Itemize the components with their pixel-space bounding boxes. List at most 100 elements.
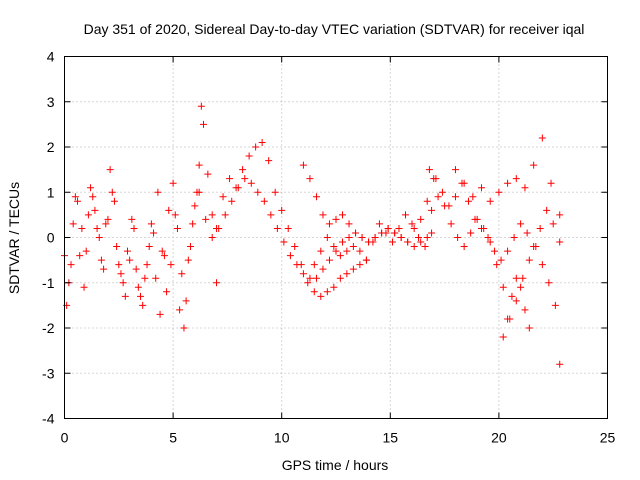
data-point <box>97 256 105 264</box>
series-track-b <box>63 102 205 332</box>
data-point <box>512 175 520 183</box>
data-point <box>310 261 318 269</box>
x-tick-label: 25 <box>600 430 616 446</box>
series-track-j <box>499 274 533 341</box>
data-point <box>304 279 312 287</box>
data-point <box>545 279 553 287</box>
data-point <box>345 220 353 228</box>
data-point <box>182 297 190 305</box>
data-point <box>134 283 142 291</box>
data-point <box>425 166 433 174</box>
data-point <box>108 188 116 196</box>
data-point <box>258 138 266 146</box>
data-point <box>278 206 286 214</box>
data-point <box>525 256 533 264</box>
data-point <box>434 193 442 201</box>
x-tick-label: 15 <box>383 430 399 446</box>
data-point <box>454 234 462 241</box>
data-point <box>323 288 331 296</box>
data-point <box>504 315 512 323</box>
data-point <box>428 206 436 214</box>
data-point <box>186 243 194 251</box>
data-point <box>438 188 446 196</box>
data-point <box>473 215 481 223</box>
data-point <box>428 229 436 237</box>
data-point <box>306 274 314 282</box>
data-point <box>74 197 82 205</box>
data-point <box>323 234 331 241</box>
data-point <box>291 243 299 251</box>
series-track-e <box>299 161 431 251</box>
data-point <box>330 283 338 291</box>
data-point <box>232 184 240 192</box>
data-point <box>317 247 325 255</box>
data-point <box>310 288 318 296</box>
data-point <box>423 234 431 241</box>
data-point <box>171 211 179 219</box>
data-point <box>491 247 499 255</box>
data-point <box>343 247 351 255</box>
data-point <box>391 229 399 237</box>
data-point <box>152 274 160 282</box>
data-point <box>89 193 97 201</box>
chart-title: Day 351 of 2020, Sidereal Day-to-day VTE… <box>84 21 585 37</box>
data-point <box>226 175 234 183</box>
data-point <box>371 234 379 241</box>
data-point <box>343 270 351 278</box>
data-point <box>208 211 216 219</box>
data-point <box>336 252 344 260</box>
data-point <box>184 256 192 264</box>
data-point <box>486 238 494 246</box>
data-point <box>395 224 403 232</box>
data-point <box>204 170 212 178</box>
data-point <box>547 179 555 187</box>
data-point <box>384 224 392 232</box>
data-point <box>137 292 145 300</box>
data-point <box>497 256 505 264</box>
data-point <box>195 188 203 196</box>
series-track-f <box>310 211 436 269</box>
data-point <box>113 243 121 251</box>
data-point <box>91 206 99 214</box>
data-point <box>339 211 347 219</box>
data-point <box>156 310 164 318</box>
data-point <box>247 179 255 187</box>
data-point <box>523 229 531 237</box>
y-axis-label: SDTVAR / TECUs <box>6 182 22 294</box>
data-point <box>317 292 325 300</box>
data-point <box>173 224 181 232</box>
data-point <box>339 238 347 246</box>
data-point <box>404 238 412 246</box>
data-point <box>417 238 425 246</box>
series-track-i <box>451 134 564 219</box>
data-point <box>219 193 227 201</box>
data-point <box>356 261 364 269</box>
data-point <box>504 179 512 187</box>
data-point <box>87 184 95 192</box>
data-points <box>61 102 564 368</box>
grid <box>64 56 608 419</box>
data-point <box>163 288 171 296</box>
data-point <box>126 256 134 264</box>
x-tick-label: 0 <box>61 430 69 446</box>
data-point <box>375 220 383 228</box>
y-tick-label: -3 <box>42 365 55 381</box>
data-point <box>358 234 366 241</box>
data-point <box>245 152 253 160</box>
data-point <box>451 166 459 174</box>
data-point <box>271 188 279 196</box>
data-point <box>180 324 188 332</box>
data-point <box>273 224 281 232</box>
y-tick-label: 1 <box>47 184 55 200</box>
data-point <box>538 261 546 269</box>
data-point <box>254 188 262 196</box>
data-point <box>319 265 327 273</box>
data-point <box>228 197 236 205</box>
data-point <box>191 202 199 210</box>
data-point <box>345 234 353 241</box>
data-point <box>467 229 475 237</box>
data-point <box>106 166 114 174</box>
data-point <box>252 143 260 151</box>
data-point <box>284 224 292 232</box>
data-point <box>451 193 459 201</box>
